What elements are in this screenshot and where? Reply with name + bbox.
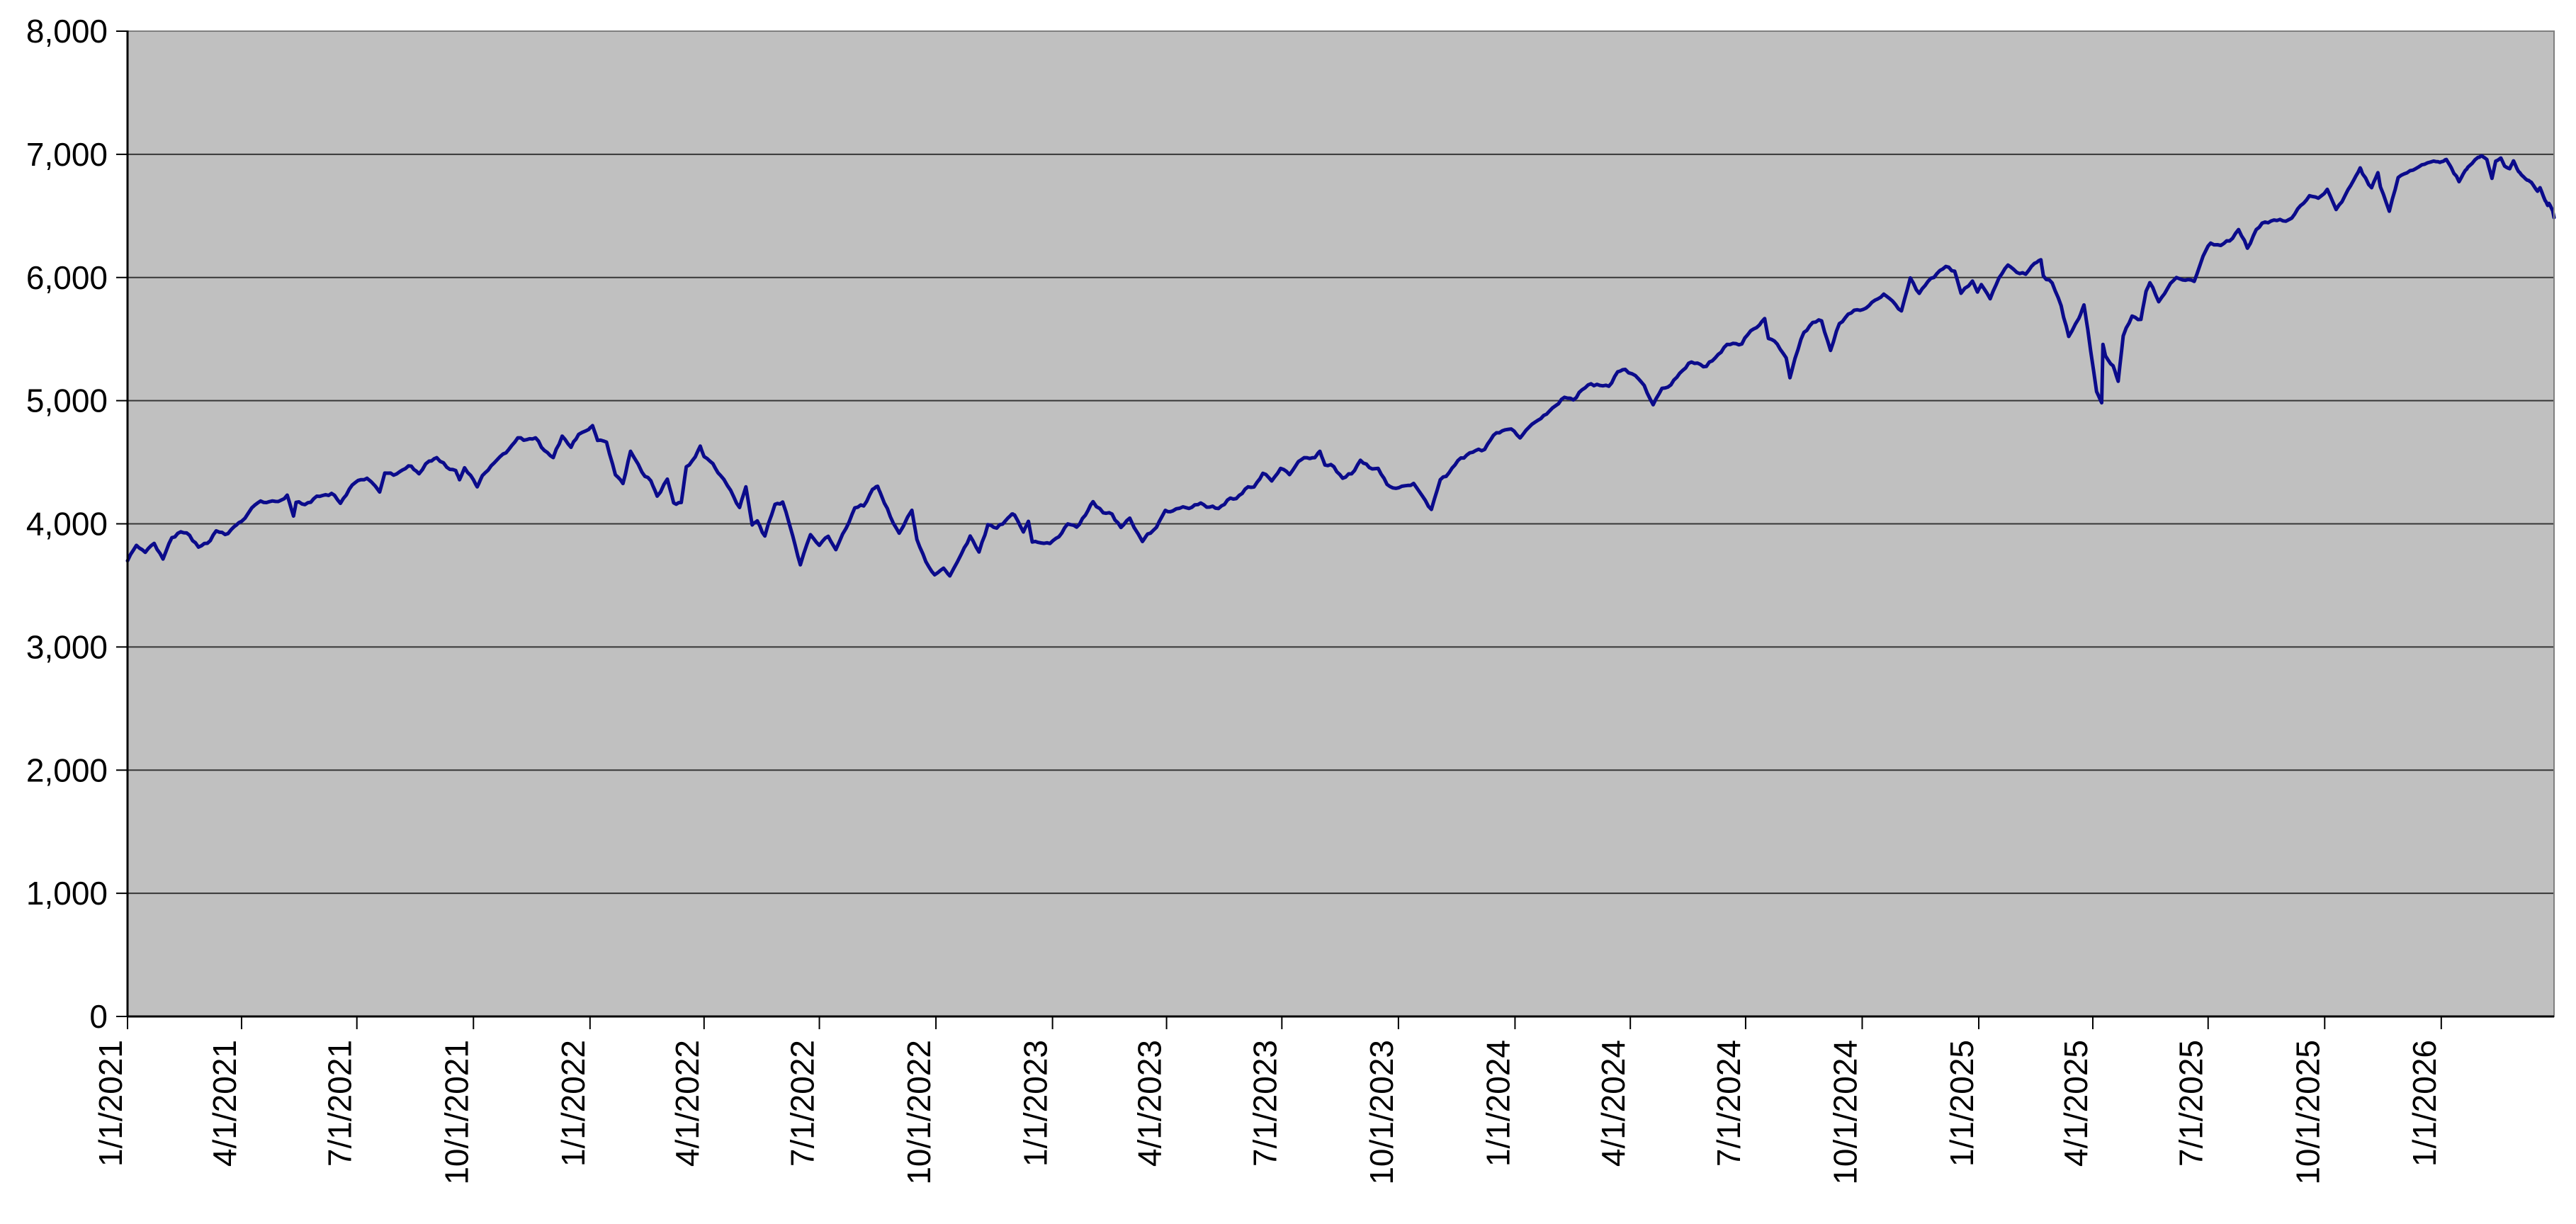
x-tick-label: 1/1/2026	[2406, 1040, 2443, 1167]
x-tick-label: 7/1/2021	[322, 1040, 358, 1167]
x-tick-label: 4/1/2023	[1131, 1040, 1168, 1167]
y-tick-label: 6,000	[26, 259, 108, 296]
y-tick-label: 8,000	[26, 13, 108, 50]
x-tick-label: 7/1/2024	[1710, 1040, 1747, 1167]
y-tick-label: 7,000	[26, 136, 108, 173]
y-tick-label: 3,000	[26, 628, 108, 665]
y-tick-label: 1,000	[26, 875, 108, 912]
x-tick-label: 4/1/2025	[2057, 1040, 2094, 1167]
y-tick-label: 2,000	[26, 752, 108, 788]
y-tick-label: 4,000	[26, 506, 108, 543]
x-tick-label: 10/1/2025	[2289, 1040, 2326, 1185]
x-tick-label: 4/1/2021	[206, 1040, 243, 1167]
x-tick-label: 10/1/2024	[1826, 1040, 1863, 1185]
gridlines-group	[128, 153, 2554, 895]
x-tick-label: 7/1/2023	[1246, 1040, 1283, 1167]
x-tick-label: 10/1/2022	[900, 1040, 937, 1185]
x-tick-label: 7/1/2025	[2173, 1040, 2210, 1167]
x-tick-label: 7/1/2022	[784, 1040, 821, 1167]
y-tick-label: 5,000	[26, 382, 108, 419]
x-tick-label: 1/1/2023	[1017, 1040, 1054, 1167]
x-tick-label: 1/1/2024	[1479, 1040, 1516, 1167]
x-tick-label: 1/1/2022	[555, 1040, 592, 1167]
y-tick-label: 0	[89, 998, 108, 1035]
x-tick-label: 1/1/2021	[92, 1040, 129, 1167]
x-tick-label: 10/1/2023	[1363, 1040, 1400, 1185]
x-tick-label: 4/1/2022	[669, 1040, 706, 1167]
price-series-line	[125, 154, 2556, 578]
x-tick-label: 10/1/2021	[438, 1040, 475, 1185]
x-axis-group: 1/1/2021 4/1/2021 7/1/2021 10/1/2021 1/1/202…	[92, 1016, 2443, 1185]
y-axis-group: 0 1,000 2,000 3,000 4,000 5,000 6,000 7,000 8,00…	[26, 13, 128, 1035]
x-tick-label: 1/1/2025	[1943, 1040, 1980, 1167]
x-tick-label: 4/1/2024	[1595, 1040, 1632, 1167]
